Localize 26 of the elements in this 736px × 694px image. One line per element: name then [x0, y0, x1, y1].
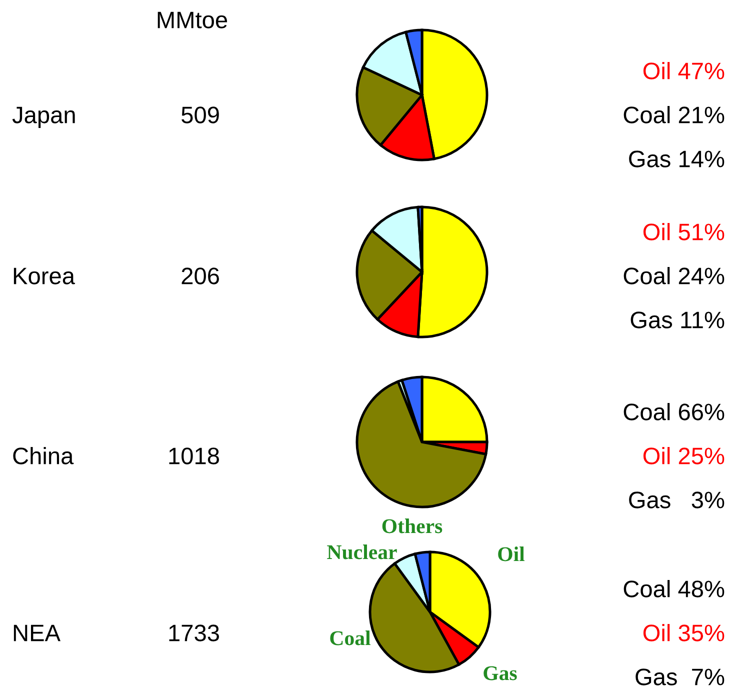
text: Gas 3% — [629, 492, 724, 508]
text: Gas 11% — [630, 312, 724, 328]
text: 509 — [182, 106, 219, 124]
text: Coal 21% — [624, 106, 724, 124]
slice-label: Others — [382, 518, 442, 534]
text: Oil 51% — [643, 222, 724, 240]
slice-label: Gas — [484, 666, 517, 680]
text: Oil 25% — [643, 446, 724, 464]
text: China — [13, 446, 74, 464]
text: Korea — [14, 268, 76, 284]
text: Oil 35% — [643, 624, 724, 642]
text: 206 — [182, 268, 219, 284]
text: 1733 — [169, 624, 219, 642]
text: Coal 66% — [624, 402, 724, 420]
slice-label: Oil — [498, 546, 525, 562]
text: 1018 — [169, 448, 219, 464]
slice-label: Nuclear — [327, 544, 397, 560]
text: MMtoe — [158, 12, 228, 28]
text: Oil 47% — [643, 62, 724, 80]
text: Coal 48% — [624, 580, 724, 598]
text: NEA — [14, 624, 60, 642]
text: Japan — [12, 106, 75, 128]
text: Gas 14% — [629, 150, 724, 168]
slice-label: Coal — [330, 630, 370, 646]
text: Coal 24% — [624, 266, 724, 284]
text: Gas 7% — [636, 668, 724, 686]
